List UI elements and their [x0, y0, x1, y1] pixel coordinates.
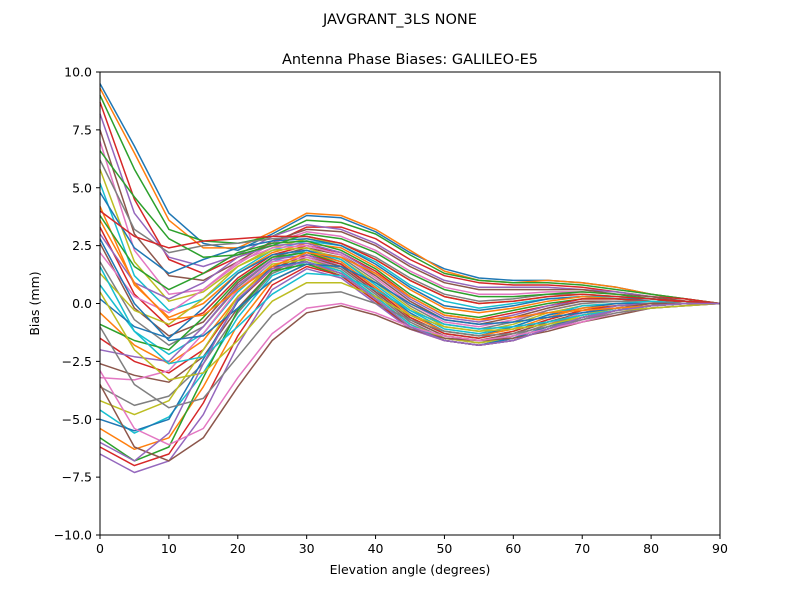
series-line-s43	[99, 150, 721, 305]
x-tick-label: 20	[230, 541, 246, 556]
x-axis-label: Elevation angle (degrees)	[330, 562, 491, 577]
figure-suptitle: JAVGRANT_3LS NONE	[322, 12, 477, 28]
x-axis-ticks: 0 10 20 30 40 50 60 70 80 90	[96, 535, 728, 556]
series-line-s21	[99, 249, 720, 339]
x-tick-label: 40	[368, 541, 384, 556]
y-tick-label: 10.0	[64, 65, 92, 80]
y-axis-ticks: −10.0 −7.5 −5.0 −2.5 0.0 2.5 5.0 7.5 10.0	[54, 65, 100, 543]
series-line-s42	[99, 219, 720, 321]
x-tick-label: 90	[712, 541, 728, 556]
series-line-s02	[99, 87, 721, 305]
series-line-s45	[99, 261, 720, 462]
series-line-s44	[99, 210, 721, 305]
x-tick-label: 30	[299, 541, 315, 556]
series-line-s05	[99, 113, 721, 305]
series-lines	[99, 83, 721, 474]
x-tick-label: 0	[96, 541, 104, 556]
x-tick-label: 60	[505, 541, 521, 556]
y-tick-label: 5.0	[72, 180, 92, 195]
x-tick-label: 80	[643, 541, 659, 556]
series-line-s38	[99, 291, 721, 409]
y-tick-label: −7.5	[62, 470, 92, 485]
y-tick-label: −10.0	[54, 528, 92, 543]
y-tick-label: 0.0	[72, 296, 92, 311]
x-tick-label: 50	[436, 541, 452, 556]
y-tick-label: −5.0	[62, 412, 92, 427]
y-tick-label: −2.5	[62, 354, 92, 369]
y-tick-label: 2.5	[72, 238, 92, 253]
y-tick-label: 7.5	[72, 122, 92, 137]
y-axis-label: Bias (mm)	[27, 271, 42, 335]
x-tick-label: 10	[161, 541, 177, 556]
chart-title: Antenna Phase Biases: GALILEO-E5	[282, 52, 538, 68]
series-line-s36	[99, 302, 721, 462]
x-tick-label: 70	[574, 541, 590, 556]
